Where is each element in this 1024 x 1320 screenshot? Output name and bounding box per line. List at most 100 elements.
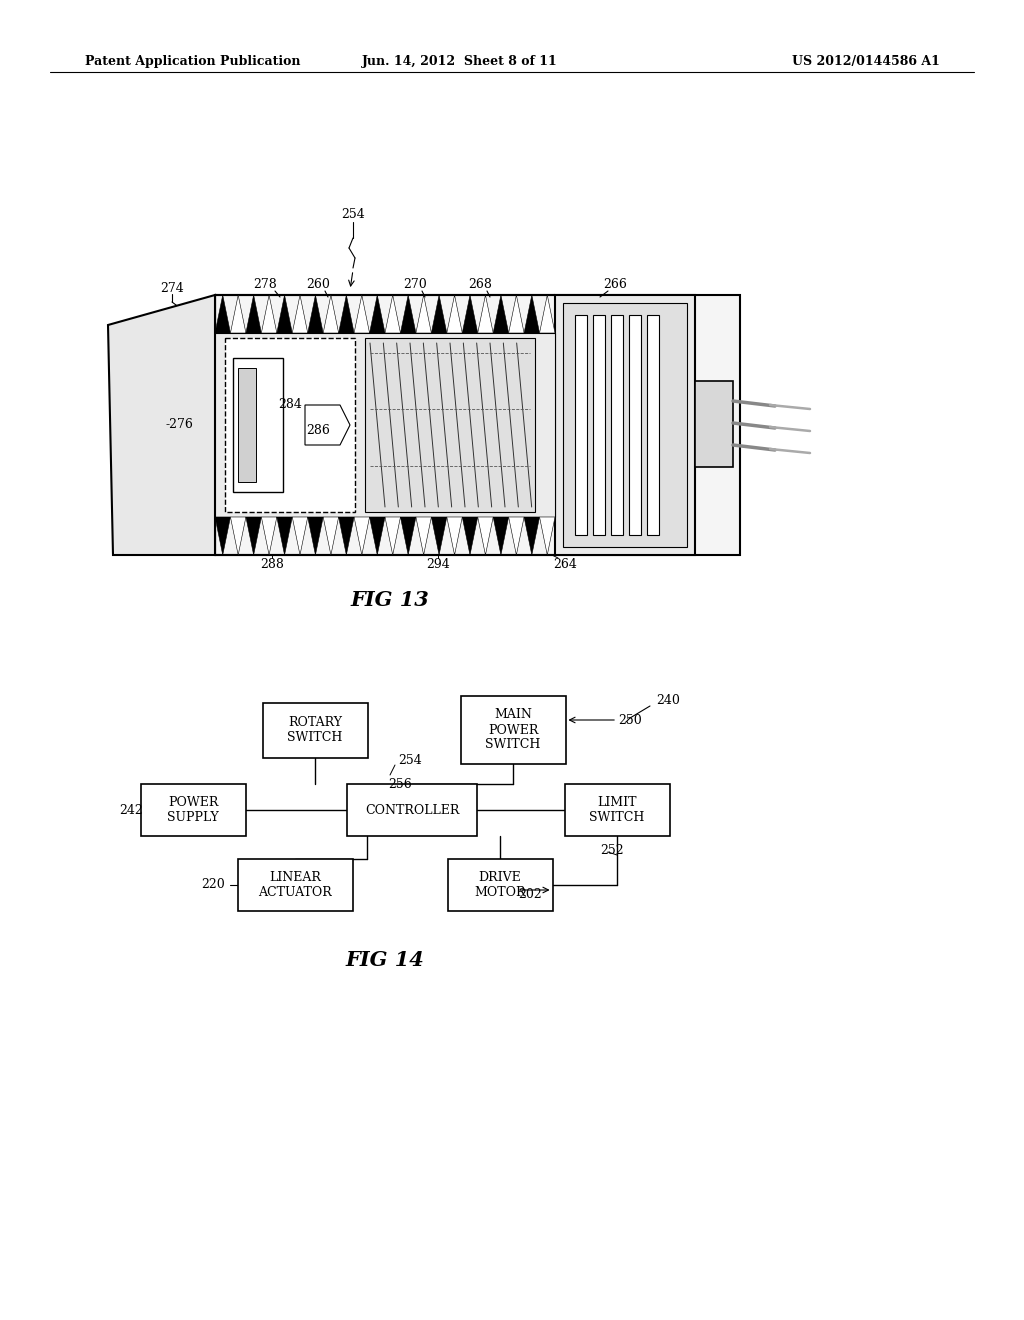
Text: US 2012/0144586 A1: US 2012/0144586 A1 [793, 55, 940, 69]
Bar [593, 315, 605, 535]
Polygon shape [324, 517, 339, 554]
Text: 220: 220 [202, 879, 225, 891]
Polygon shape [261, 517, 276, 554]
Bar [238, 859, 352, 911]
Polygon shape [370, 294, 385, 333]
Polygon shape [478, 517, 494, 554]
Text: 250: 250 [618, 714, 642, 726]
Bar [555, 294, 695, 554]
Polygon shape [292, 517, 308, 554]
Polygon shape [276, 517, 292, 554]
Bar [563, 304, 687, 546]
Polygon shape [308, 294, 324, 333]
Bar [365, 338, 535, 512]
Polygon shape [400, 517, 416, 554]
Text: POWER
SUPPLY: POWER SUPPLY [167, 796, 219, 824]
Polygon shape [261, 294, 276, 333]
Text: Jun. 14, 2012  Sheet 8 of 11: Jun. 14, 2012 Sheet 8 of 11 [362, 55, 558, 69]
Polygon shape [540, 517, 555, 554]
Polygon shape [339, 294, 354, 333]
Polygon shape [509, 517, 524, 554]
Polygon shape [215, 294, 230, 333]
Bar [225, 338, 355, 512]
Text: Patent Application Publication: Patent Application Publication [85, 55, 300, 69]
Polygon shape [431, 517, 446, 554]
Polygon shape [230, 294, 246, 333]
Bar [215, 294, 740, 554]
Bar [347, 784, 477, 836]
Text: 260: 260 [306, 279, 330, 292]
Text: 254: 254 [398, 754, 422, 767]
Polygon shape [215, 517, 230, 554]
Text: 286: 286 [306, 424, 330, 437]
Polygon shape [305, 405, 350, 445]
Polygon shape [416, 294, 431, 333]
Polygon shape [339, 517, 354, 554]
Polygon shape [462, 517, 478, 554]
Polygon shape [324, 294, 339, 333]
Text: 266: 266 [603, 279, 627, 292]
Bar [262, 702, 368, 758]
Bar [233, 358, 283, 492]
Text: 202: 202 [518, 888, 542, 902]
Text: 284: 284 [279, 399, 302, 412]
Polygon shape [370, 517, 385, 554]
Text: CONTROLLER: CONTROLLER [365, 804, 459, 817]
Text: 274: 274 [160, 281, 184, 294]
Polygon shape [494, 294, 509, 333]
Text: 288: 288 [260, 558, 284, 572]
Polygon shape [354, 517, 370, 554]
Text: 294: 294 [426, 558, 450, 572]
Bar [695, 381, 733, 467]
Text: 268: 268 [468, 279, 492, 292]
Polygon shape [308, 517, 324, 554]
Text: 254: 254 [341, 209, 365, 222]
Text: 264: 264 [553, 558, 577, 572]
Polygon shape [524, 294, 540, 333]
Polygon shape [108, 294, 215, 554]
Bar [647, 315, 659, 535]
Text: 240: 240 [656, 693, 680, 706]
Polygon shape [416, 517, 431, 554]
Text: FIG 14: FIG 14 [346, 950, 424, 970]
Text: MAIN
POWER
SWITCH: MAIN POWER SWITCH [485, 709, 541, 751]
Polygon shape [354, 294, 370, 333]
Text: 242: 242 [119, 804, 143, 817]
Polygon shape [431, 294, 446, 333]
Polygon shape [446, 517, 462, 554]
Polygon shape [446, 294, 462, 333]
Bar [461, 696, 565, 764]
Polygon shape [509, 294, 524, 333]
Bar [611, 315, 623, 535]
Bar [629, 315, 641, 535]
Text: 252: 252 [600, 843, 624, 857]
Polygon shape [385, 517, 400, 554]
Bar [564, 784, 670, 836]
Text: 270: 270 [403, 279, 427, 292]
Bar [140, 784, 246, 836]
Polygon shape [276, 294, 292, 333]
Text: ROTARY
SWITCH: ROTARY SWITCH [288, 715, 343, 744]
Bar [238, 368, 256, 482]
Text: LIMIT
SWITCH: LIMIT SWITCH [590, 796, 645, 824]
Polygon shape [385, 294, 400, 333]
Polygon shape [246, 517, 261, 554]
Polygon shape [400, 294, 416, 333]
Polygon shape [462, 294, 478, 333]
Polygon shape [292, 294, 308, 333]
Text: -276: -276 [165, 418, 193, 432]
Polygon shape [494, 517, 509, 554]
Text: DRIVE
MOTOR: DRIVE MOTOR [474, 871, 525, 899]
Bar [575, 315, 587, 535]
Polygon shape [524, 517, 540, 554]
Polygon shape [230, 517, 246, 554]
Text: LINEAR
ACTUATOR: LINEAR ACTUATOR [258, 871, 332, 899]
Polygon shape [540, 294, 555, 333]
Polygon shape [478, 294, 494, 333]
Text: 256: 256 [388, 779, 412, 792]
Text: 278: 278 [253, 279, 276, 292]
Bar [215, 333, 555, 517]
Bar [447, 859, 553, 911]
Text: FIG 13: FIG 13 [350, 590, 429, 610]
Polygon shape [246, 294, 261, 333]
